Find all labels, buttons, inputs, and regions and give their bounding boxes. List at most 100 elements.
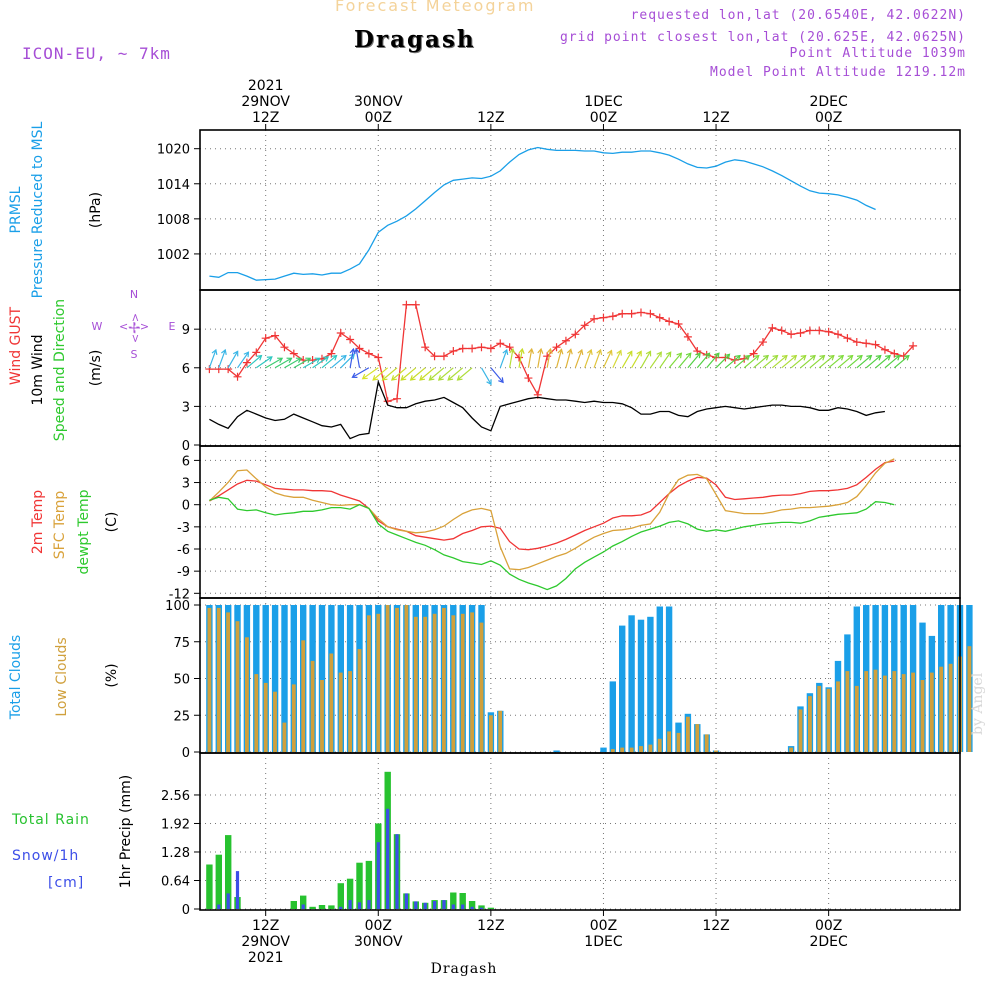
series-wind-gust <box>209 304 914 403</box>
precip-bar-total-rain <box>478 905 485 909</box>
time-label-bottom: 29NOV <box>241 934 290 950</box>
precip-bar-snow-h <box>423 902 427 909</box>
requested-location: requested lon,lat (20.6540E, 42.0622N) <box>630 8 966 23</box>
wind-arrow <box>884 354 901 369</box>
cloud-bar-low-clouds <box>395 607 399 752</box>
station-name: Dragash <box>354 26 476 53</box>
cloud-bar-low-clouds <box>245 637 249 752</box>
time-label-top: 00Z <box>815 110 842 126</box>
time-label-top: 2DEC <box>809 94 848 110</box>
cloud-bar-low-clouds <box>808 696 812 752</box>
cloud-bar-low-clouds <box>911 672 915 752</box>
cloud-bar-low-clouds <box>489 715 493 753</box>
cloud-bar-low-clouds <box>920 680 925 752</box>
series-sfc-temp <box>208 458 895 571</box>
gust-point <box>805 326 814 335</box>
ytick-label: 3 <box>182 400 190 415</box>
precip-bar-total-rain <box>346 878 354 909</box>
ytick-label: 6 <box>182 454 190 469</box>
cloud-bar-low-clouds <box>310 660 315 752</box>
precip-bar-snow-h <box>235 871 240 909</box>
series-prmsl <box>209 146 876 281</box>
ytick-label: 25 <box>173 709 190 724</box>
wind-arrow <box>678 352 692 369</box>
precip-bar-total-rain <box>206 864 213 909</box>
cloud-bar-total-clouds <box>665 606 673 752</box>
compass-east: E <box>169 320 176 333</box>
precip-bar-total-rain <box>487 907 495 909</box>
wind-arrow <box>875 354 892 369</box>
gust-point <box>777 326 786 335</box>
gust-point <box>758 338 767 347</box>
cloud-bar-total-clouds <box>853 606 860 752</box>
precip-bar-snow-h <box>404 893 408 909</box>
precip-bar-total-rain <box>459 893 466 909</box>
ytick-label: 100 <box>165 599 190 614</box>
time-label-top: 12Z <box>252 110 279 126</box>
gust-point <box>768 323 777 332</box>
cloud-bar-low-clouds <box>798 709 803 752</box>
cloud-bar-total-clouds <box>628 615 635 752</box>
cloud-bar-low-clouds <box>413 616 418 752</box>
wind-arrow <box>565 348 573 368</box>
gust-point <box>683 332 692 341</box>
time-label-top: 29NOV <box>241 94 290 110</box>
gust-point <box>402 300 411 309</box>
gust-point <box>477 343 486 352</box>
panel-label: dewpt Temp <box>76 489 92 574</box>
time-label-bottom: 00Z <box>365 918 392 934</box>
wind-arrow <box>293 357 312 369</box>
gust-point <box>815 326 824 335</box>
compass-north: N <box>130 288 138 301</box>
wind-arrow <box>437 367 454 381</box>
time-label-bottom: 00Z <box>815 918 842 934</box>
panel-label: 2m Temp <box>30 490 46 554</box>
wind-arrow <box>837 354 854 369</box>
gust-point <box>430 352 439 361</box>
time-label-bottom: 12Z <box>702 918 729 934</box>
gust-point <box>590 314 599 323</box>
wind-arrow <box>208 348 218 368</box>
time-label-top: 1DEC <box>584 94 623 110</box>
ytick-label: 0 <box>182 499 190 514</box>
cloud-bar-low-clouds <box>263 682 268 752</box>
wind-arrow <box>284 357 302 369</box>
ytick-label: 6 <box>182 362 190 377</box>
gust-point <box>862 339 871 348</box>
cloud-bar-low-clouds <box>367 615 371 752</box>
gust-point <box>252 348 261 357</box>
wind-arrow <box>649 351 662 369</box>
time-label-bottom: 12Z <box>252 918 279 934</box>
cloud-bar-low-clouds <box>948 663 953 752</box>
gust-point <box>374 353 383 362</box>
wind-arrow <box>584 348 593 368</box>
ytick-label: 3 <box>182 477 190 492</box>
gust-point <box>880 345 889 354</box>
precip-bar-snow-h <box>461 904 465 909</box>
gust-point <box>627 309 636 318</box>
cloud-bar-total-clouds <box>647 616 654 752</box>
cloud-bar-low-clouds <box>329 653 334 752</box>
unit-label: (%) <box>104 663 120 687</box>
panel-precip: 0 0.64 1.28 1.92 2.56 Total Rain Snow/1h [cm] 1h… <box>11 752 961 918</box>
precip-bar-snow-h <box>339 906 343 909</box>
wind-arrow <box>509 347 516 368</box>
cloud-bar-low-clouds <box>451 615 456 752</box>
wind-arrow <box>246 354 263 369</box>
gust-point <box>824 327 833 336</box>
gust-point <box>909 341 918 350</box>
wind-arrow <box>818 354 835 369</box>
ytick-label: 9 <box>182 323 190 338</box>
wind-arrow <box>302 357 321 369</box>
wind-arrow <box>893 354 910 369</box>
wind-arrow <box>480 367 492 386</box>
cloud-bar-low-clouds <box>695 724 700 752</box>
gust-point <box>393 394 402 403</box>
wind-arrow <box>734 354 751 369</box>
cloud-bar-low-clouds <box>967 646 972 752</box>
cloud-bar-low-clouds <box>864 671 869 752</box>
precip-bar-snow-h <box>395 834 399 909</box>
wind-arrow <box>790 354 807 369</box>
wind-arrow <box>621 350 633 369</box>
cloud-bar-total-clouds <box>290 605 297 752</box>
